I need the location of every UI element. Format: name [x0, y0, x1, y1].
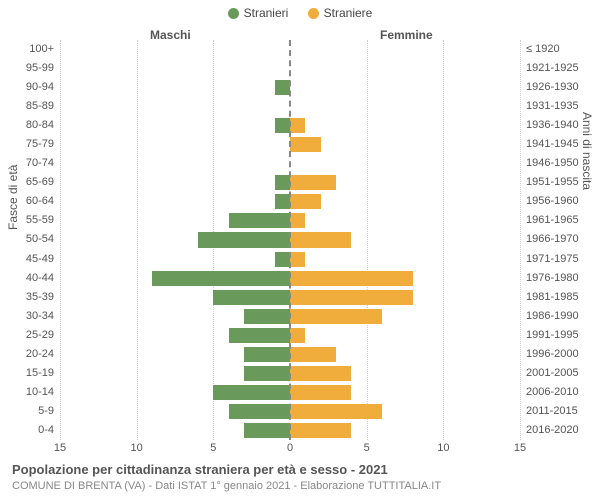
- age-label: 80-84: [0, 116, 54, 135]
- age-label: 35-39: [0, 288, 54, 307]
- age-label: 5-9: [0, 402, 54, 421]
- age-label: 55-59: [0, 211, 54, 230]
- bar-male: [275, 194, 290, 209]
- age-label: 75-79: [0, 135, 54, 154]
- bar-female: [290, 252, 305, 267]
- birth-year-label: 1991-1995: [526, 326, 596, 345]
- bar-male: [244, 366, 290, 381]
- legend-item-male: Stranieri: [228, 6, 289, 20]
- bar-female: [290, 328, 305, 343]
- bar-female: [290, 423, 351, 438]
- bar-female: [290, 232, 351, 247]
- birth-year-label: 2006-2010: [526, 383, 596, 402]
- age-label: 95-99: [0, 59, 54, 78]
- age-label: 85-89: [0, 97, 54, 116]
- x-tick-label: 10: [437, 442, 449, 454]
- birth-year-label: ≤ 1920: [526, 40, 596, 59]
- birth-year-label: 1996-2000: [526, 345, 596, 364]
- bar-male: [244, 347, 290, 362]
- age-label: 70-74: [0, 154, 54, 173]
- bar-male: [213, 385, 290, 400]
- bar-male: [275, 175, 290, 190]
- age-label: 45-49: [0, 250, 54, 269]
- bar-female: [290, 347, 336, 362]
- bar-female: [290, 404, 382, 419]
- bar-female: [290, 290, 413, 305]
- bar-male: [229, 328, 290, 343]
- birth-year-label: 1941-1945: [526, 135, 596, 154]
- bar-male: [152, 271, 290, 286]
- birth-year-label: 1971-1975: [526, 250, 596, 269]
- chart-title: Popolazione per cittadinanza straniera p…: [12, 462, 388, 477]
- x-tick-label: 15: [514, 442, 526, 454]
- age-label: 15-19: [0, 364, 54, 383]
- bar-male: [198, 232, 290, 247]
- birth-year-label: 2001-2005: [526, 364, 596, 383]
- gridline: [520, 40, 521, 440]
- age-label: 60-64: [0, 192, 54, 211]
- birth-year-label: 1946-1950: [526, 154, 596, 173]
- chart-subtitle: COMUNE DI BRENTA (VA) - Dati ISTAT 1° ge…: [12, 480, 441, 492]
- x-tick-label: 0: [287, 442, 293, 454]
- birth-year-label: 1986-1990: [526, 307, 596, 326]
- age-label: 65-69: [0, 173, 54, 192]
- gridline: [289, 40, 291, 440]
- birth-year-label: 1981-1985: [526, 288, 596, 307]
- bar-female: [290, 213, 305, 228]
- age-label: 30-34: [0, 307, 54, 326]
- population-pyramid-chart: Stranieri Straniere Maschi Femmine Fasce…: [0, 0, 600, 500]
- age-label: 40-44: [0, 269, 54, 288]
- bar-male: [275, 118, 290, 133]
- age-label: 20-24: [0, 345, 54, 364]
- birth-year-label: 1961-1965: [526, 211, 596, 230]
- bar-female: [290, 137, 321, 152]
- birth-year-label: 1926-1930: [526, 78, 596, 97]
- birth-year-label: 1976-1980: [526, 269, 596, 288]
- birth-year-label: 1921-1925: [526, 59, 596, 78]
- bar-male: [275, 252, 290, 267]
- birth-year-label: 2016-2020: [526, 421, 596, 440]
- bar-female: [290, 175, 336, 190]
- age-label: 90-94: [0, 78, 54, 97]
- bar-female: [290, 309, 382, 324]
- x-tick-label: 5: [364, 442, 370, 454]
- bar-female: [290, 194, 321, 209]
- age-label: 50-54: [0, 230, 54, 249]
- x-tick-label: 15: [54, 442, 66, 454]
- birth-year-label: 1936-1940: [526, 116, 596, 135]
- birth-year-label: 1956-1960: [526, 192, 596, 211]
- bar-female: [290, 366, 351, 381]
- bar-male: [244, 309, 290, 324]
- x-tick-label: 5: [210, 442, 216, 454]
- legend-item-female: Straniere: [308, 6, 373, 20]
- birth-year-label: 1966-1970: [526, 230, 596, 249]
- plot-area: 100+≤ 192095-991921-192590-941926-193085…: [60, 40, 520, 440]
- bar-female: [290, 385, 351, 400]
- age-label: 100+: [0, 40, 54, 59]
- bar-female: [290, 118, 305, 133]
- legend-label-female: Straniere: [324, 6, 373, 20]
- bar-male: [229, 404, 290, 419]
- birth-year-label: 2011-2015: [526, 402, 596, 421]
- age-label: 10-14: [0, 383, 54, 402]
- bar-male: [275, 80, 290, 95]
- circle-icon: [228, 8, 239, 19]
- bar-male: [213, 290, 290, 305]
- age-label: 25-29: [0, 326, 54, 345]
- x-tick-label: 10: [131, 442, 143, 454]
- circle-icon: [308, 8, 319, 19]
- legend-label-male: Stranieri: [244, 6, 289, 20]
- legend: Stranieri Straniere: [0, 6, 600, 22]
- birth-year-label: 1951-1955: [526, 173, 596, 192]
- birth-year-label: 1931-1935: [526, 97, 596, 116]
- bar-female: [290, 271, 413, 286]
- bar-male: [229, 213, 290, 228]
- age-label: 0-4: [0, 421, 54, 440]
- x-axis-labels: 15105051015: [60, 442, 520, 456]
- bar-male: [244, 423, 290, 438]
